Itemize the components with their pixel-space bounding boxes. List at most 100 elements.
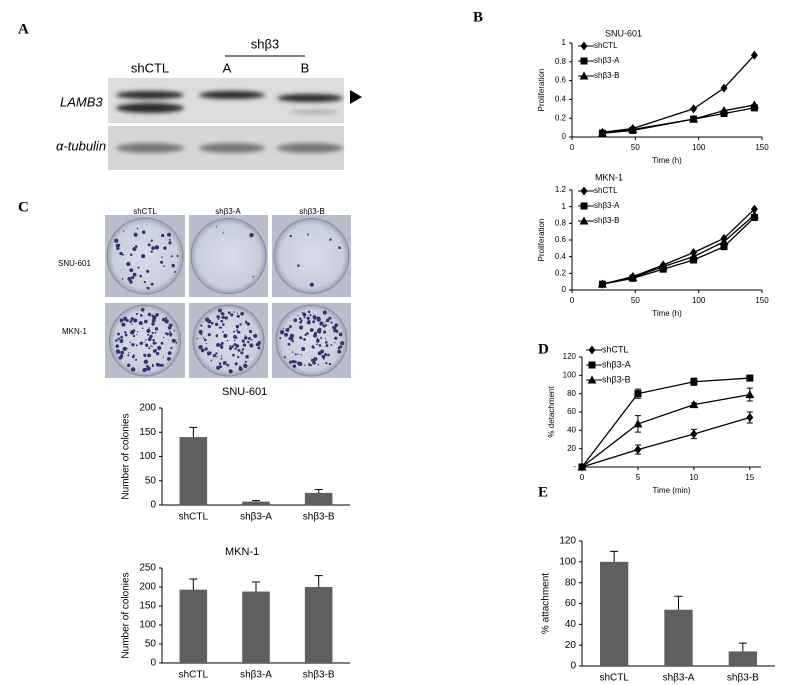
colony bbox=[135, 358, 138, 362]
colony bbox=[207, 333, 211, 337]
bar bbox=[179, 437, 208, 505]
colony bbox=[229, 345, 232, 347]
colony bbox=[243, 336, 248, 340]
blot-image bbox=[108, 78, 344, 170]
colony bbox=[282, 327, 285, 330]
colony bbox=[245, 355, 249, 359]
y-tick-label: 0.2 bbox=[555, 113, 567, 122]
colony bbox=[170, 255, 173, 258]
colony bbox=[313, 357, 318, 362]
colony bbox=[303, 338, 306, 341]
colony bbox=[149, 334, 153, 339]
colony bbox=[279, 337, 282, 340]
colony bbox=[208, 320, 210, 322]
bar bbox=[242, 591, 270, 663]
colony bbox=[318, 344, 322, 347]
colony bbox=[167, 325, 172, 330]
x-tick-label: 50 bbox=[631, 143, 640, 152]
panel-letter: C bbox=[18, 199, 29, 215]
colony bbox=[297, 264, 300, 267]
colony bbox=[171, 338, 176, 343]
y-tick-label: 20 bbox=[565, 640, 577, 651]
colony bbox=[205, 317, 210, 322]
colony bbox=[169, 331, 171, 333]
colony bbox=[122, 253, 124, 256]
colony bbox=[316, 328, 322, 333]
legend-label: shCTL bbox=[594, 41, 618, 50]
y-tick-label: 80 bbox=[565, 577, 577, 588]
x-tick-label: 5 bbox=[636, 473, 641, 482]
colony bbox=[300, 354, 302, 356]
colony bbox=[143, 341, 145, 343]
colony bbox=[238, 367, 243, 372]
colony bbox=[236, 314, 240, 318]
colony bbox=[324, 321, 326, 323]
colony bbox=[219, 344, 223, 347]
colony bbox=[234, 362, 238, 366]
colony bbox=[298, 361, 303, 367]
x-tick-label: shβ3-B bbox=[303, 670, 335, 681]
colony bbox=[145, 339, 147, 341]
colony bbox=[323, 330, 327, 334]
colony bbox=[207, 324, 211, 329]
colony bbox=[233, 343, 237, 346]
colony bbox=[240, 311, 244, 316]
colony bbox=[151, 365, 154, 368]
colony bbox=[147, 243, 151, 247]
colony bbox=[246, 322, 251, 326]
colony bbox=[166, 232, 172, 237]
colony bbox=[210, 321, 214, 325]
colony bbox=[238, 349, 241, 352]
colony bbox=[151, 318, 156, 323]
legend-marker bbox=[587, 375, 597, 384]
error-bar bbox=[252, 581, 260, 592]
colony bbox=[154, 331, 157, 334]
colony bbox=[324, 338, 327, 340]
legend-marker bbox=[579, 216, 589, 225]
colony bbox=[316, 316, 321, 321]
colony bbox=[330, 344, 333, 346]
colony bbox=[138, 321, 143, 326]
x-tick-label: shβ3-A bbox=[240, 512, 272, 523]
column-label: shβ3-B bbox=[299, 207, 325, 216]
colony bbox=[212, 354, 216, 358]
marker bbox=[720, 243, 728, 251]
colony bbox=[312, 346, 315, 349]
colony bbox=[234, 336, 237, 339]
colony bbox=[320, 323, 323, 326]
colony bbox=[244, 334, 246, 336]
colony bbox=[155, 351, 160, 356]
marker bbox=[719, 237, 729, 246]
x-tick-label: shCTL bbox=[179, 512, 209, 523]
colony bbox=[133, 318, 138, 323]
colony bbox=[157, 345, 162, 351]
colony bbox=[247, 340, 250, 344]
y-axis-label: % detachment bbox=[547, 386, 556, 438]
marker bbox=[634, 390, 642, 398]
y-tick-label: 0 bbox=[570, 661, 576, 672]
legend-label: shβ3-A bbox=[602, 359, 631, 369]
colony bbox=[221, 312, 225, 316]
colony bbox=[215, 334, 219, 338]
error-bar bbox=[189, 578, 198, 590]
error-bar bbox=[252, 500, 260, 502]
marker bbox=[749, 210, 759, 219]
legend-marker bbox=[579, 71, 589, 80]
plate bbox=[109, 304, 181, 377]
colony bbox=[329, 238, 332, 241]
colony bbox=[171, 263, 175, 268]
colony bbox=[233, 330, 236, 333]
colony bbox=[312, 320, 316, 324]
colony bbox=[168, 238, 171, 241]
colony bbox=[143, 359, 149, 364]
colony bbox=[161, 363, 164, 367]
colony bbox=[203, 338, 207, 342]
group-label: shβ3 bbox=[251, 36, 279, 51]
colony bbox=[120, 335, 124, 339]
colony bbox=[132, 354, 135, 357]
marker bbox=[750, 50, 758, 60]
y-axis-label: Proliferation bbox=[537, 69, 546, 112]
colony bbox=[204, 347, 208, 351]
series-line bbox=[602, 214, 755, 285]
colony bbox=[289, 360, 293, 364]
